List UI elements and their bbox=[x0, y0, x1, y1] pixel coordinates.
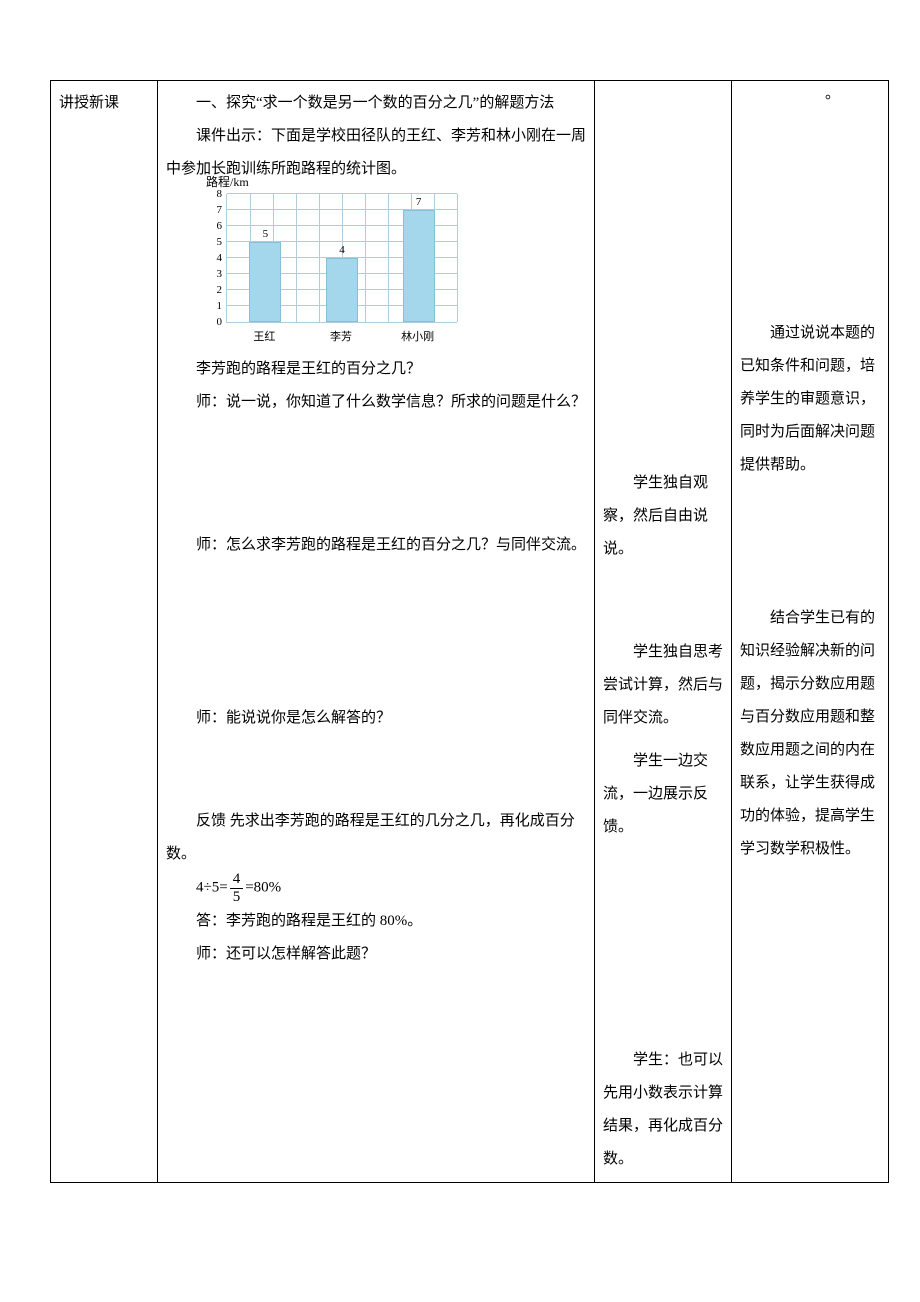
chart-ylabel: 路程/km bbox=[206, 176, 249, 188]
spacer bbox=[603, 566, 723, 636]
spacer bbox=[166, 971, 586, 1121]
bar-chart: 路程/km 876543210 547 王红李芳林小刚 bbox=[206, 194, 466, 345]
chart-ytick: 4 bbox=[217, 250, 223, 266]
chart-ytick: 0 bbox=[217, 314, 223, 330]
fraction: 45 bbox=[230, 871, 244, 905]
chart-bar: 7 bbox=[399, 194, 439, 322]
chart-bar-value: 4 bbox=[339, 245, 345, 256]
chart-yaxis: 876543210 bbox=[206, 194, 226, 330]
chart-bar-rect bbox=[326, 258, 358, 322]
chart-body: 876543210 547 bbox=[206, 194, 466, 330]
chart-ytick: 5 bbox=[217, 234, 223, 250]
paragraph: 李芳跑的路程是王红的百分之几？ bbox=[166, 353, 586, 386]
lesson-table: 讲授新课 一、探究“求一个数是另一个数的百分之几”的解题方法 课件出示：下面是学… bbox=[50, 80, 889, 1183]
chart-ytick: 1 bbox=[217, 298, 223, 314]
student-note: 学生：也可以先用小数表示计算结果，再化成百分数。 bbox=[603, 1044, 723, 1176]
section-label-cell: 讲授新课 bbox=[51, 81, 158, 1183]
chart-bar-value: 7 bbox=[416, 197, 422, 208]
student-note: 学生一边交流，一边展示反馈。 bbox=[603, 745, 723, 844]
chart-bar: 5 bbox=[245, 194, 285, 322]
section-label: 讲授新课 bbox=[59, 95, 119, 111]
spacer bbox=[740, 107, 880, 317]
chart-ytick: 2 bbox=[217, 282, 223, 298]
spacer bbox=[166, 419, 586, 529]
fraction-numerator: 4 bbox=[230, 871, 244, 889]
equation-line: 4÷5=45=80% bbox=[196, 871, 586, 905]
chart-plot-area: 5 4 7 bbox=[226, 194, 457, 323]
heading: 一、探究“求一个数是另一个数的百分之几”的解题方法 bbox=[166, 87, 586, 120]
chart-gridline-v bbox=[457, 194, 458, 322]
paragraph: 师：怎么求李芳跑的路程是王红的百分之几？与同伴交流。 bbox=[166, 529, 586, 562]
spacer bbox=[603, 844, 723, 1044]
chart-bar-value: 5 bbox=[263, 229, 269, 240]
student-note: 学生独自思考尝试计算，然后与同伴交流。 bbox=[603, 636, 723, 735]
stray-dot: 。 bbox=[740, 87, 880, 107]
spacer bbox=[603, 735, 723, 745]
eq-prefix: 4÷5= bbox=[196, 880, 228, 896]
spacer bbox=[166, 562, 586, 702]
spacer bbox=[166, 735, 586, 805]
document-page: 讲授新课 一、探究“求一个数是另一个数的百分之几”的解题方法 课件出示：下面是学… bbox=[0, 0, 920, 1223]
student-note: 学生独自观察，然后自由说说。 bbox=[603, 467, 723, 566]
chart-ytick: 3 bbox=[217, 266, 223, 282]
chart-ytick: 6 bbox=[217, 218, 223, 234]
spacer bbox=[740, 482, 880, 602]
design-note: 结合学生已有的知识经验解决新的问题，揭示分数应用题与百分数应用题和整数应用题之间… bbox=[740, 602, 880, 866]
student-activity-cell: 学生独自观察，然后自由说说。 学生独自思考尝试计算，然后与同伴交流。 学生一边交… bbox=[595, 81, 732, 1183]
paragraph: 师：说一说，你知道了什么数学信息？所求的问题是什么？ bbox=[166, 386, 586, 419]
table-row: 讲授新课 一、探究“求一个数是另一个数的百分之几”的解题方法 课件出示：下面是学… bbox=[51, 81, 889, 1183]
teaching-content-cell: 一、探究“求一个数是另一个数的百分之几”的解题方法 课件出示：下面是学校田径队的… bbox=[158, 81, 595, 1183]
chart-xcategory: 王红 bbox=[244, 330, 284, 345]
design-note: 通过说说本题的已知条件和问题，培养学生的审题意识，同时为后面解决问题提供帮助。 bbox=[740, 317, 880, 482]
eq-suffix: =80% bbox=[245, 880, 281, 896]
paragraph: 反馈 先求出李芳跑的路程是王红的几分之几，再化成百分数。 bbox=[166, 805, 586, 871]
chart-ytick: 7 bbox=[217, 202, 223, 218]
paragraph: 师：还可以怎样解答此题？ bbox=[166, 938, 586, 971]
spacer bbox=[603, 87, 723, 467]
chart-xcategory: 李芳 bbox=[321, 330, 361, 345]
chart-bars: 5 4 7 bbox=[227, 194, 457, 322]
chart-xcategory: 林小刚 bbox=[398, 330, 438, 345]
fraction-denominator: 5 bbox=[230, 889, 244, 906]
chart-xaxis: 王红 李芳 林小刚 bbox=[226, 330, 456, 345]
design-intent-cell: 。 通过说说本题的已知条件和问题，培养学生的审题意识，同时为后面解决问题提供帮助… bbox=[732, 81, 889, 1183]
paragraph: 答：李芳跑的路程是王红的 80%。 bbox=[166, 905, 586, 938]
chart-bar-rect bbox=[403, 210, 435, 322]
chart-bar: 4 bbox=[322, 194, 362, 322]
paragraph: 师：能说说你是怎么解答的？ bbox=[166, 702, 586, 735]
chart-bar-rect bbox=[249, 242, 281, 322]
